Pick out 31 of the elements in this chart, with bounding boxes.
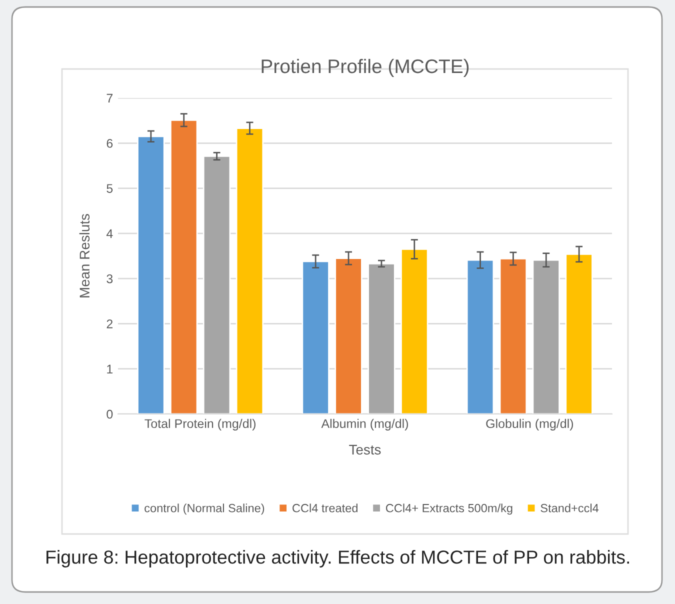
chart-title: Protien Profile (MCCTE)	[262, 58, 469, 78]
y-tick-label: 4	[106, 229, 113, 238]
legend-label: Stand+ccl4	[540, 504, 599, 512]
bar	[565, 254, 593, 414]
y-tick-label: 0	[106, 410, 113, 419]
bar	[368, 262, 396, 414]
bar	[334, 258, 362, 414]
bar	[236, 128, 264, 414]
x-axis-title: Tests	[349, 444, 381, 455]
legend-label: CCl4+ Extracts 500m/kg	[386, 504, 512, 515]
legend-label: CCl4 treated	[292, 504, 358, 512]
y-tick-label: 7	[106, 94, 113, 103]
caption: Figure 8: Hepatoprotective activity. Effects of MCCTE of PP on rabbits.	[46, 550, 629, 568]
legend-label: control (Normal Saline)	[144, 504, 264, 515]
x-tick-label: Globulin (mg/dl)	[486, 418, 574, 431]
bar	[202, 156, 231, 414]
bar	[170, 119, 198, 414]
y-axis-title: Mean Resluts	[79, 214, 90, 298]
bar	[499, 258, 528, 414]
y-tick-label: 3	[106, 274, 113, 284]
x-tick-label: Albumin (mg/dl)	[321, 418, 408, 431]
y-tick-label: 2	[106, 320, 113, 328]
y-tick-label: 1	[107, 364, 113, 374]
bar	[302, 260, 330, 414]
bar	[137, 136, 165, 414]
y-tick-label: 6	[106, 138, 113, 148]
x-tick-label: Total Protein (mg/dl)	[144, 418, 256, 431]
bar	[532, 259, 560, 414]
y-tick-label: 5	[106, 184, 113, 193]
bar	[400, 248, 428, 414]
bar	[466, 259, 494, 414]
